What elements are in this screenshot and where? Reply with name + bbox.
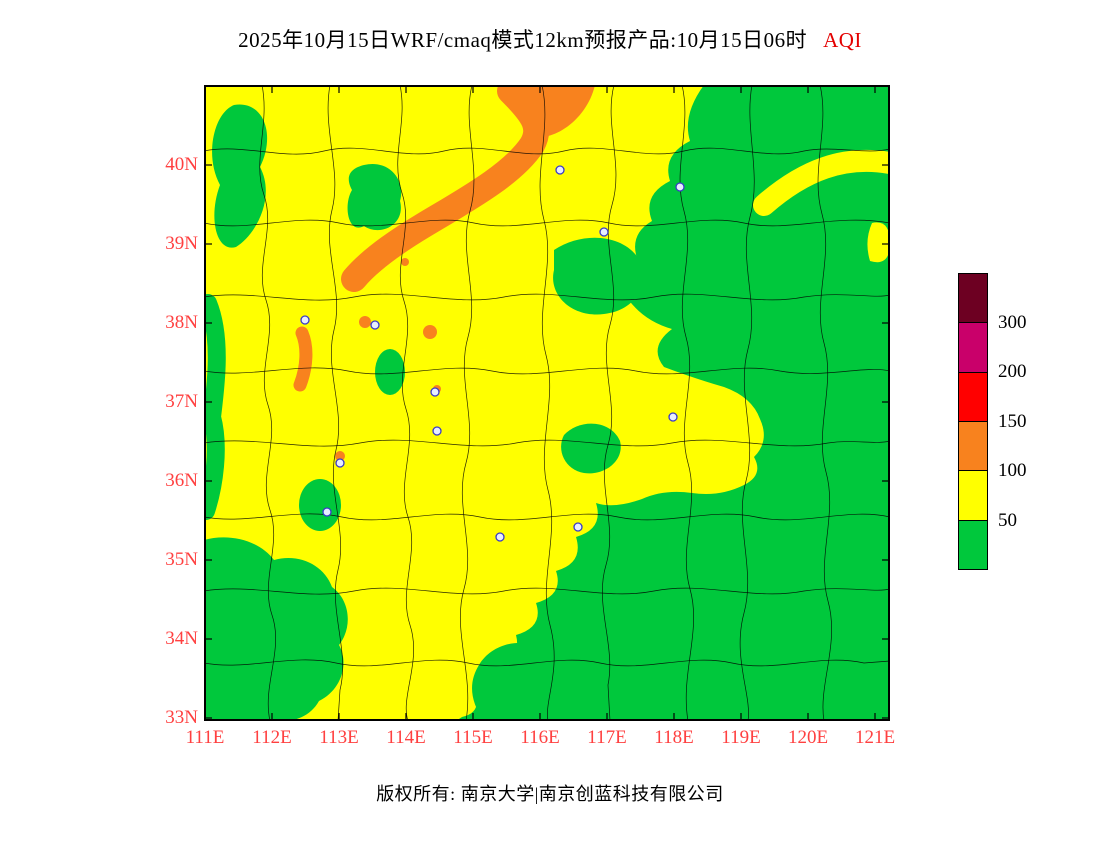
region-orange-spot — [359, 316, 371, 328]
title-aqi-label: AQI — [823, 28, 862, 52]
lon-tick-label: 111E — [185, 727, 225, 748]
lon-tick-label: 115E — [453, 727, 493, 748]
region-yellow-northeast-ribbon — [753, 149, 890, 216]
admin-boundaries — [204, 85, 890, 721]
lat-tick-label: 37N — [165, 391, 198, 412]
city-marker — [599, 227, 609, 237]
legend-value-label: 50 — [998, 509, 1017, 531]
title-main: 2025年10月15日WRF/cmaq模式12km预报产品:10月15日06时 — [238, 28, 808, 52]
legend-cell-green — [959, 519, 987, 569]
legend-cell-yellow — [959, 470, 987, 520]
region-yellow-east-edge — [867, 222, 890, 263]
region-orange-spot — [335, 451, 345, 461]
legend-cell-red — [959, 371, 987, 421]
legend-cell-maroon — [959, 274, 987, 323]
lat-tick-label: 39N — [165, 233, 198, 254]
region-green-southwest-mass — [204, 537, 348, 721]
lon-tick-label: 114E — [386, 727, 426, 748]
region-orange-west-strip — [293, 326, 313, 392]
city-marker — [322, 507, 332, 517]
lon-tick-label: 120E — [787, 727, 829, 748]
region-orange-spot — [423, 325, 437, 339]
city-marker — [300, 315, 310, 325]
lat-tick-label: 38N — [165, 312, 198, 333]
lat-tick-label: 40N — [165, 154, 198, 175]
city-marker — [675, 182, 685, 192]
map-border — [204, 85, 890, 721]
region-green-mid-east-small — [561, 423, 621, 474]
city-marker — [370, 320, 380, 330]
city-marker — [495, 532, 505, 542]
lon-tick-label: 119E — [721, 727, 761, 748]
city-marker — [432, 426, 442, 436]
legend-cell-orange — [959, 420, 987, 471]
city-marker — [430, 387, 440, 397]
city-marker — [335, 458, 345, 468]
region-green-east — [456, 85, 890, 721]
lat-tick-label: 34N — [165, 628, 198, 649]
lat-tick-label: 36N — [165, 470, 198, 491]
region-green-southwest-small — [299, 479, 341, 531]
legend-value-label: 150 — [998, 410, 1027, 432]
lon-tick-label: 116E — [520, 727, 560, 748]
lat-tick-label: 33N — [165, 707, 198, 728]
city-marker — [573, 522, 583, 532]
city-marker — [555, 165, 565, 175]
region-green-center-blob — [553, 237, 643, 315]
lon-tick-label: 112E — [252, 727, 292, 748]
region-green-northwest-blob — [212, 104, 268, 248]
lon-tick-label: 118E — [654, 727, 694, 748]
lon-tick-label: 113E — [319, 727, 359, 748]
aqi-contour-map — [204, 85, 890, 721]
legend-colorbar — [958, 273, 988, 570]
region-green-north-small — [347, 163, 402, 231]
legend-value-label: 200 — [998, 361, 1027, 382]
legend-cell-magenta — [959, 322, 987, 372]
city-marker — [668, 412, 678, 422]
copyright-footer: 版权所有: 南京大学|南京创蓝科技有限公司 — [376, 784, 724, 804]
legend-value-label: 100 — [998, 460, 1027, 481]
city-markers — [300, 165, 685, 542]
region-orange-band-top — [520, 85, 595, 137]
forecast-map — [204, 85, 890, 721]
legend-value-label: 300 — [998, 311, 1027, 333]
region-green-west-strip — [204, 294, 226, 520]
region-green-mid-small — [375, 349, 405, 395]
lon-tick-label: 121E — [854, 727, 896, 748]
lon-tick-label: 117E — [587, 727, 627, 748]
region-orange-spot — [401, 258, 409, 266]
lat-tick-label: 35N — [165, 549, 198, 570]
page-title: 2025年10月15日WRF/cmaq模式12km预报产品:10月15日06时 A… — [0, 24, 1100, 54]
